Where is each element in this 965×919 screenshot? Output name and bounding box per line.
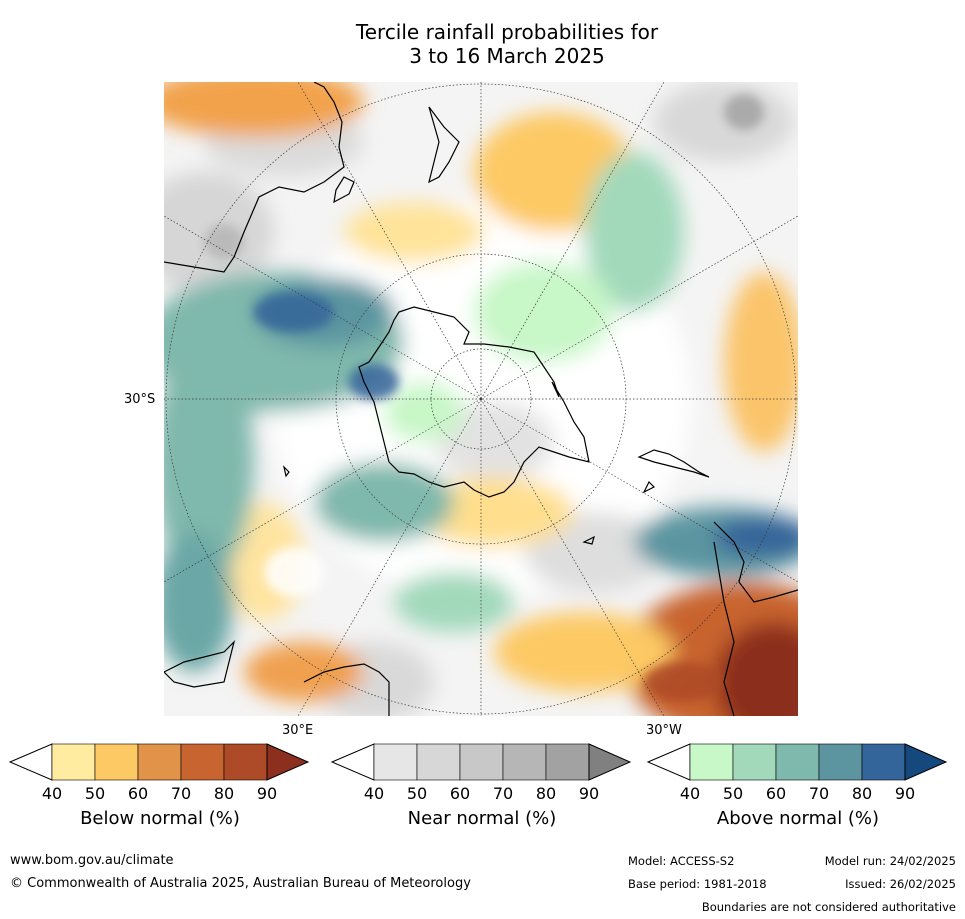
colorbar-below-normal: 40 50 60 70 80 90 Below normal (%): [8, 743, 310, 829]
title-line-1: Tercile rainfall probabilities for: [355, 20, 659, 44]
probability-detail: [204, 94, 764, 702]
colorbar-tick: 50: [722, 784, 744, 803]
copyright-text: © Commonwealth of Australia 2025, Austra…: [10, 876, 471, 891]
colorbar-tick: 50: [406, 784, 428, 803]
colorbar-tick: 90: [578, 784, 600, 803]
colorbar-tick: 90: [256, 784, 278, 803]
base-period: Base period: 1981-2018: [628, 877, 767, 891]
model-run: Model run: 24/02/2025: [824, 854, 956, 868]
colorbar-tick: 40: [679, 784, 701, 803]
title-line-2: 3 to 16 March 2025: [409, 44, 605, 68]
colorbar-above-graphic: [646, 743, 948, 781]
colorbar-tick: 70: [808, 784, 830, 803]
colorbar-tick: 80: [535, 784, 557, 803]
colorbar-tick: 60: [449, 784, 471, 803]
colorbar-label: Above normal (%): [716, 808, 880, 829]
chart-title: Tercile rainfall probabilities for 3 to …: [0, 20, 965, 68]
colorbar-tick: 80: [213, 784, 235, 803]
colorbar-tick: 90: [894, 784, 916, 803]
colorbar-tick: 40: [41, 784, 63, 803]
colorbar-tick: 50: [84, 784, 106, 803]
colorbar-label: Near normal (%): [407, 808, 557, 829]
boundaries-disclaimer: Boundaries are not considered authoritat…: [701, 900, 956, 914]
colorbar-below-graphic: [8, 743, 310, 781]
colorbar-tick: 60: [127, 784, 149, 803]
lat-label-30s: 30°S: [124, 392, 156, 407]
colorbar-tick: 40: [363, 784, 385, 803]
colorbar-tick: 70: [492, 784, 514, 803]
colorbar-tick: 70: [170, 784, 192, 803]
colorbar-label: Below normal (%): [80, 808, 240, 829]
lon-label-30w: 30°W: [646, 723, 682, 738]
map-panel: [164, 82, 798, 716]
lon-label-30e: 30°E: [282, 723, 314, 738]
colorbar-near-graphic: [330, 743, 632, 781]
issued-date: Issued: 26/02/2025: [845, 877, 956, 891]
colorbar-near-normal: 40 50 60 70 80 90 Near normal (%): [330, 743, 632, 829]
model-name: Model: ACCESS-S2: [628, 854, 735, 868]
graticule: [164, 82, 798, 716]
map-svg: [164, 82, 798, 716]
colorbar-above-normal: 40 50 60 70 80 90 Above normal (%): [646, 743, 948, 829]
coastlines: [164, 82, 798, 716]
colorbar-tick: 60: [765, 784, 787, 803]
website-link[interactable]: www.bom.gov.au/climate: [10, 853, 174, 868]
colorbar-tick: 80: [851, 784, 873, 803]
